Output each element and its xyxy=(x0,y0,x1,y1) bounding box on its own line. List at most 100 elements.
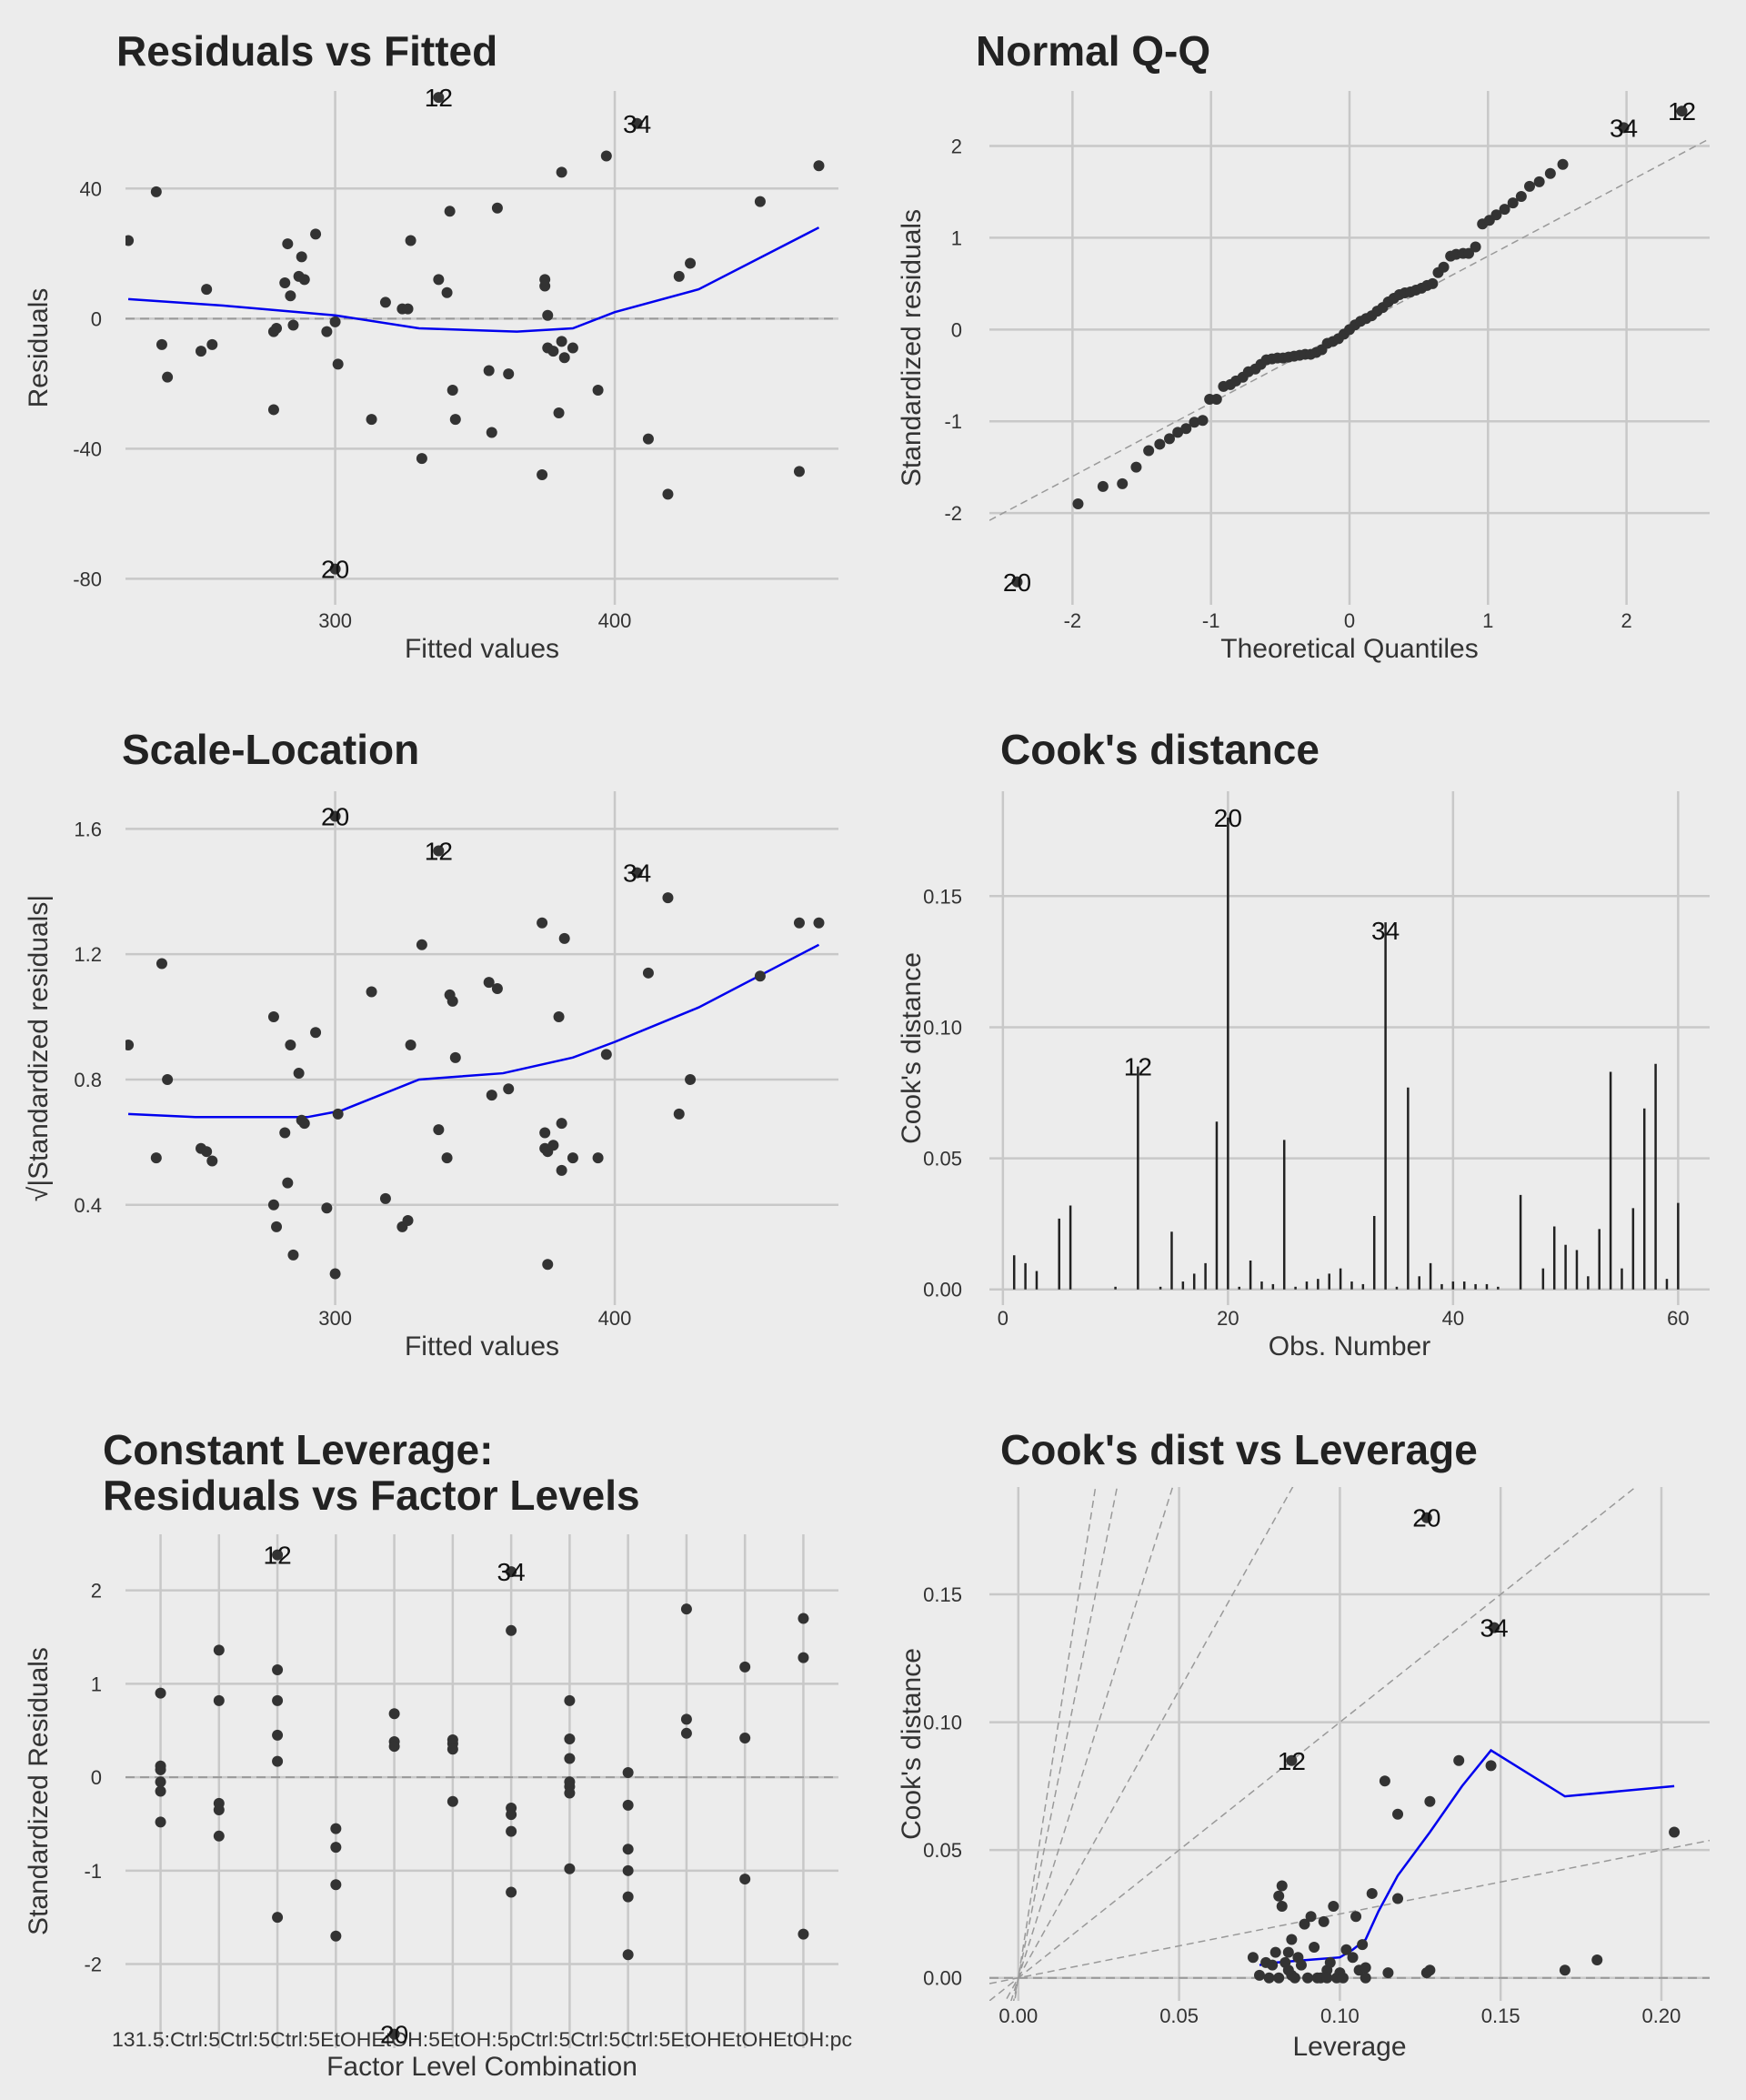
data-point xyxy=(272,1912,284,1924)
data-point xyxy=(1557,158,1569,170)
data-point xyxy=(1337,1972,1349,1984)
data-point xyxy=(1392,1808,1404,1820)
data-point xyxy=(556,336,567,347)
data-point xyxy=(1072,498,1084,510)
data-point xyxy=(685,257,697,269)
data-point xyxy=(272,1729,284,1741)
x-tick-label: 60 xyxy=(1667,1307,1689,1330)
data-point xyxy=(330,1823,342,1834)
data-point xyxy=(798,1652,809,1663)
outlier-point xyxy=(388,2028,400,2040)
data-point xyxy=(1507,197,1519,209)
panel-title: Constant Leverage: xyxy=(103,1426,493,1473)
data-point xyxy=(506,1809,517,1821)
data-point xyxy=(642,967,654,979)
data-point xyxy=(506,1886,517,1898)
data-point xyxy=(285,290,296,302)
data-point xyxy=(553,407,565,419)
outlier-point xyxy=(1420,1512,1432,1523)
y-tick-label: -1 xyxy=(944,410,962,433)
data-point xyxy=(155,1776,166,1788)
y-tick-label: -40 xyxy=(73,437,102,460)
data-point xyxy=(1485,1760,1497,1772)
y-tick-label: -1 xyxy=(84,1860,102,1883)
data-point xyxy=(483,365,495,377)
data-point xyxy=(1097,480,1109,492)
data-point xyxy=(1318,1915,1330,1927)
data-point xyxy=(1559,1964,1570,1976)
plot-area xyxy=(1012,817,1680,1290)
data-point xyxy=(673,1108,685,1120)
data-point xyxy=(1533,176,1545,187)
data-point xyxy=(293,1068,305,1080)
data-point xyxy=(622,1766,634,1778)
data-point xyxy=(1180,423,1192,435)
x-tick-label: 0 xyxy=(998,1307,1008,1330)
data-point xyxy=(206,1155,218,1167)
outlier-label: 34 xyxy=(1371,917,1400,945)
data-point xyxy=(1263,1972,1275,1984)
y-tick-label: 0.10 xyxy=(923,1016,962,1039)
y-tick-label: 0.05 xyxy=(923,1148,962,1171)
data-point xyxy=(673,270,685,282)
panel-title: Cook's dist vs Leverage xyxy=(1000,1426,1478,1473)
data-point xyxy=(379,296,391,308)
outlier-point xyxy=(329,810,341,822)
data-point xyxy=(1340,1944,1352,1955)
data-point xyxy=(271,323,283,335)
data-point xyxy=(206,338,218,350)
panel-cooks-vs-leverage: 0.00 0.05 0.10 0.15 0.20 0.00 0.05 0.10 0.15 Cook… xyxy=(897,1426,1710,2062)
y-tick-label: -80 xyxy=(73,568,102,590)
data-point xyxy=(567,1152,578,1164)
data-point xyxy=(285,1040,296,1051)
data-point xyxy=(1273,1890,1285,1902)
x-axis-title: Fitted values xyxy=(405,1331,559,1361)
data-point xyxy=(754,196,766,207)
x-tick-label: 0.20 xyxy=(1642,2005,1681,2027)
data-point xyxy=(1669,1826,1681,1838)
y-tick-label: 0.15 xyxy=(923,1583,962,1606)
data-point xyxy=(685,1073,697,1085)
data-point xyxy=(564,1863,576,1874)
data-point xyxy=(271,1221,283,1232)
data-point xyxy=(330,1842,342,1854)
data-point xyxy=(1172,427,1184,438)
y-tick-label: 0.05 xyxy=(923,1839,962,1862)
data-point xyxy=(1490,209,1502,221)
panel-title: Normal Q-Q xyxy=(976,27,1210,75)
x-tick-label: 400 xyxy=(598,609,632,632)
data-point xyxy=(1247,1952,1259,1964)
data-point xyxy=(1299,1918,1310,1930)
data-point xyxy=(503,1083,515,1095)
outlier-point xyxy=(433,92,445,104)
data-point xyxy=(813,160,825,172)
data-point xyxy=(213,1830,225,1842)
data-point xyxy=(1524,180,1535,192)
data-point xyxy=(564,1787,576,1799)
data-point xyxy=(813,917,825,929)
data-point xyxy=(1515,191,1527,203)
data-point xyxy=(1499,204,1510,216)
data-point xyxy=(155,1816,166,1828)
data-point xyxy=(447,384,458,396)
data-point xyxy=(444,206,456,217)
panel-title: Cook's distance xyxy=(1000,726,1320,773)
data-point xyxy=(503,368,515,380)
data-point xyxy=(1424,1964,1436,1976)
data-point xyxy=(441,286,453,298)
y-axis-title: Standardized Residuals xyxy=(24,1647,54,1935)
panel-scale-location: 300 400 0.4 0.8 1.2 1.6 Scale-Location Fitted v… xyxy=(24,726,838,1361)
outlier-point xyxy=(1489,1622,1500,1633)
data-point xyxy=(556,166,567,178)
y-axis-title: Cook's distance xyxy=(897,1648,927,1840)
data-point xyxy=(150,1152,162,1164)
data-point xyxy=(332,1108,344,1120)
data-point xyxy=(1357,1939,1369,1951)
y-tick-label: 0.15 xyxy=(923,885,962,908)
data-point xyxy=(1350,1911,1362,1923)
x-tick-label: 20 xyxy=(1217,1307,1239,1330)
data-point xyxy=(330,1879,342,1891)
data-point xyxy=(506,1825,517,1837)
data-point xyxy=(600,1049,612,1060)
